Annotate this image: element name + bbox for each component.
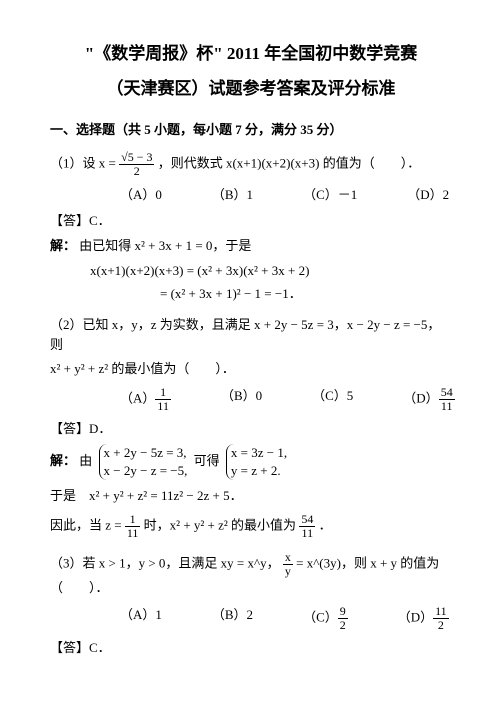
title-line1: "《数学周报》杯" 2011 年全国初中数学竞赛 — [50, 40, 452, 67]
title-line2: （天津赛区）试题参考答案及评分标准 — [50, 75, 452, 102]
q2-b: （B）0 — [221, 386, 262, 413]
q1-sol2: x(x+1)(x+2)(x+3) = (x² + 3x)(x² + 3x + 2… — [50, 261, 452, 282]
q2-answer: 【答】D． — [50, 419, 452, 440]
q1-frac-den: 2 — [119, 165, 154, 178]
q2-thus: 因此，当 z = 111 时，x² + y² + z² 的最小值为 5411 ． — [50, 513, 452, 540]
q1-sol1: 由已知得 x² + 3x + 1 = 0，于是 — [79, 238, 251, 253]
q2-solution: 解： 由 x + 2y − 5z = 3, x − 2y − z = −5, 可… — [50, 444, 452, 480]
q2-sol-label: 解： — [50, 453, 76, 468]
q1-sol-label: 解： — [50, 238, 76, 253]
q2-so: 于是 x² + y² + z² = 11z² − 2z + 5． — [50, 486, 452, 507]
q1-c: （C）－1 — [303, 185, 357, 206]
q2-sys1: x + 2y − 5z = 3, x − 2y − z = −5, — [99, 444, 188, 480]
q1-a: （A）0 — [120, 185, 162, 206]
q3-a: （A）1 — [120, 605, 162, 632]
q1-mid: ，则代数式 x(x+1)(x+2)(x+3) 的值为（ ）． — [158, 156, 420, 171]
q1-b: （B）1 — [212, 185, 253, 206]
q2-c: （C）5 — [312, 386, 353, 413]
q3-answer: 【答】C． — [50, 638, 452, 659]
q1-answer: 【答】C． — [50, 211, 452, 232]
q1-solution: 解： 由已知得 x² + 3x + 1 = 0，于是 — [50, 236, 452, 257]
q2-by: 由 — [79, 453, 92, 468]
section-header: 一、选择题（共 5 小题，每小题 7 分，满分 35 分） — [50, 120, 452, 141]
q2-line1: （2）已知 x，y，z 为实数，且满足 x + 2y − 5z = 3，x − … — [50, 315, 452, 357]
q2-a: （A）111 — [120, 386, 171, 413]
q1-choices: （A）0 （B）1 （C）－1 （D）2 — [50, 185, 452, 206]
q3-stem: （3）若 x > 1，y > 0，且满足 xy = x^y， xy = x^(3… — [50, 551, 452, 599]
q3-c: （C）92 — [303, 605, 348, 632]
q3-choices: （A）1 （B）2 （C）92 （D）112 — [50, 605, 452, 632]
q1-frac-num: √5 − 3 — [119, 151, 154, 165]
q1-stem: （1）设 x = √5 − 32 ，则代数式 x(x+1)(x+2)(x+3) … — [50, 151, 452, 178]
q2-sys2: x = 3z − 1, y = z + 2. — [226, 444, 287, 480]
q1-d: （D）2 — [407, 185, 449, 206]
q1-sol3: = (x² + 3x + 1)² − 1 = −1． — [50, 284, 452, 305]
q2-choices: （A）111 （B）0 （C）5 （D）5411 — [50, 386, 452, 413]
q1-prefix: （1）设 — [50, 156, 96, 171]
q2-d: （D）5411 — [403, 386, 454, 413]
q3-b: （B）2 — [212, 605, 253, 632]
q2-get: 可得 — [194, 453, 220, 468]
q3-d: （D）112 — [398, 605, 449, 632]
q2-line2: x² + y² + z² 的最小值为（ ）． — [50, 359, 452, 380]
